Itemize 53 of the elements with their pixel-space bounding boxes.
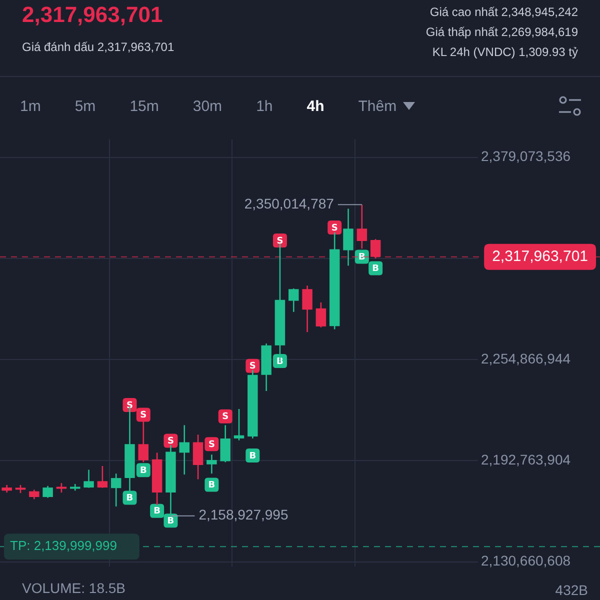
text: 1m bbox=[20, 98, 41, 114]
candlestick bbox=[110, 472, 122, 508]
candlestick bbox=[302, 284, 312, 333]
text: S bbox=[276, 236, 284, 246]
annotation: 2,158,927,995 bbox=[198, 506, 288, 523]
text: B bbox=[126, 494, 134, 504]
candlestick bbox=[97, 465, 108, 488]
candlestick bbox=[29, 489, 40, 500]
ref-line-label: 2,317,963,701 bbox=[492, 248, 588, 266]
series-label: B bbox=[167, 516, 174, 526]
y-tick-label: 2,254,866,944 bbox=[481, 350, 571, 366]
candlestick bbox=[206, 454, 217, 474]
text: 30m bbox=[192, 98, 222, 114]
text: S bbox=[249, 362, 256, 372]
candlestick bbox=[84, 469, 94, 488]
text: 4h bbox=[306, 98, 324, 114]
ref-line-label: TP: 2,139,999,999 bbox=[10, 538, 117, 554]
text: 5m bbox=[74, 98, 96, 114]
text: S bbox=[126, 400, 133, 411]
text: S bbox=[208, 440, 215, 450]
series-label: S bbox=[140, 410, 147, 421]
text: S bbox=[222, 412, 229, 422]
text: B bbox=[372, 264, 380, 274]
text: KL 24h (VNDC) 1,309.93 tỷ bbox=[431, 44, 578, 61]
text: VOLUME: 18.5B bbox=[22, 580, 126, 596]
y-tick-label: 2,192,763,904 bbox=[481, 452, 571, 468]
text: Giá cao nhất 2,348,945,242 bbox=[428, 4, 578, 21]
candlestick bbox=[288, 288, 299, 313]
candlestick bbox=[356, 204, 368, 250]
chart-title: 2,317,963,701 bbox=[22, 2, 163, 28]
text: B bbox=[154, 506, 160, 517]
text: Thêm bbox=[358, 98, 398, 114]
candlestick bbox=[179, 424, 190, 476]
y-tick-label: 2,130,660,608 bbox=[481, 552, 571, 569]
text: 432B bbox=[555, 582, 588, 598]
candlestick bbox=[343, 208, 354, 266]
candlestick bbox=[42, 485, 53, 498]
candlestick bbox=[220, 424, 230, 463]
text: 15m bbox=[130, 98, 159, 114]
candlestick bbox=[316, 302, 326, 328]
text: Giá thấp nhất 2,269,984,619 bbox=[426, 24, 578, 41]
chart-subtitle: Giá đánh dấu 2,317,963,701 bbox=[22, 40, 174, 54]
text: B bbox=[249, 451, 256, 462]
text: B bbox=[358, 252, 366, 263]
y-tick-label: 2,379,073,536 bbox=[481, 148, 571, 164]
text: 1h bbox=[256, 98, 273, 114]
candlestick bbox=[234, 408, 244, 442]
text: S bbox=[167, 436, 174, 447]
candlestick bbox=[56, 482, 67, 494]
annotation: 2,350,014,787 bbox=[244, 196, 334, 212]
text: B bbox=[140, 466, 147, 476]
text: B bbox=[208, 480, 216, 491]
text: S bbox=[331, 223, 338, 234]
